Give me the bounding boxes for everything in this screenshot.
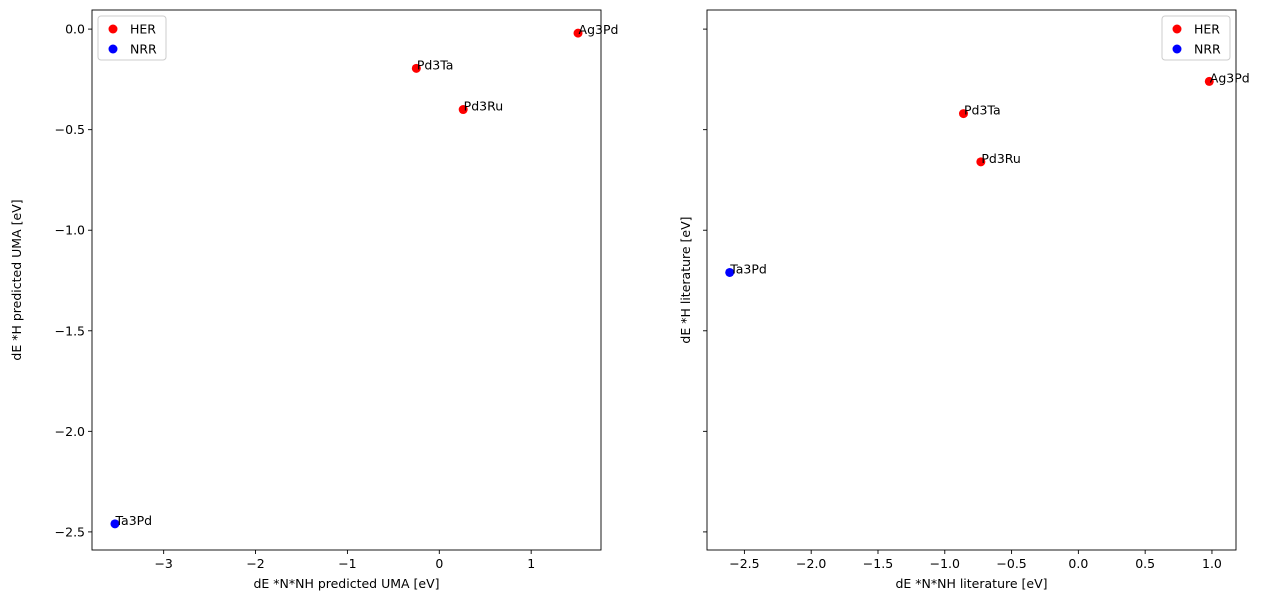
legend-label: NRR — [1194, 42, 1221, 57]
axes-frame — [706, 9, 1237, 551]
x-tick-label: −1 — [338, 556, 356, 571]
data-point-her — [411, 63, 421, 73]
x-tick-label: 0 — [435, 556, 443, 571]
data-point-her — [958, 109, 968, 119]
y-axis-label: dE *H literature [eV] — [678, 216, 693, 343]
y-tick-label: −1.0 — [55, 223, 85, 238]
x-tick-label: −1.0 — [930, 556, 960, 571]
point-label: Pd3Ru — [981, 151, 1020, 166]
x-tick-label: 1 — [527, 556, 535, 571]
point-label: Ta3Pd — [729, 261, 767, 276]
x-tick-label: −2.0 — [796, 556, 826, 571]
y-tick-label: −1.5 — [55, 323, 85, 338]
y-tick-label: −2.5 — [55, 524, 85, 539]
data-point-her — [1204, 76, 1214, 86]
x-axis-label: dE *N*NH literature [eV] — [895, 576, 1047, 591]
x-axis-label: dE *N*NH predicted UMA [eV] — [253, 576, 439, 591]
legend-label: NRR — [130, 42, 157, 57]
data-point-her — [573, 28, 583, 38]
x-tick-label: −2 — [246, 556, 264, 571]
legend-marker-nrr — [108, 44, 118, 54]
data-point-nrr — [110, 519, 120, 529]
point-label: Ag3Pd — [579, 22, 619, 37]
point-label: Pd3Ta — [964, 103, 1001, 118]
x-tick-label: −2.5 — [729, 556, 759, 571]
y-tick-label: 0.0 — [65, 22, 85, 37]
x-tick-label: −3 — [154, 556, 172, 571]
data-point-nrr — [725, 267, 735, 277]
point-label: Ta3Pd — [114, 513, 152, 528]
legend-marker-her — [108, 24, 118, 34]
x-tick-label: −1.5 — [863, 556, 893, 571]
x-tick-label: 1.0 — [1202, 556, 1222, 571]
point-label: Pd3Ru — [464, 99, 503, 114]
legend-label: HER — [130, 22, 156, 37]
legend-marker-her — [1172, 24, 1182, 34]
point-label: Pd3Ta — [417, 57, 454, 72]
x-tick-label: 0.5 — [1135, 556, 1155, 571]
y-tick-label: −0.5 — [55, 122, 85, 137]
y-tick-label: −2.0 — [55, 424, 85, 439]
axes-frame — [91, 9, 602, 551]
point-label: Ag3Pd — [1210, 70, 1250, 85]
x-tick-label: 0.0 — [1068, 556, 1088, 571]
x-tick-label: −0.5 — [996, 556, 1026, 571]
data-point-her — [458, 105, 468, 115]
y-axis-label: dE *H predicted UMA [eV] — [9, 199, 24, 360]
legend-marker-nrr — [1172, 44, 1182, 54]
legend-label: HER — [1194, 22, 1220, 37]
data-point-her — [976, 157, 986, 167]
